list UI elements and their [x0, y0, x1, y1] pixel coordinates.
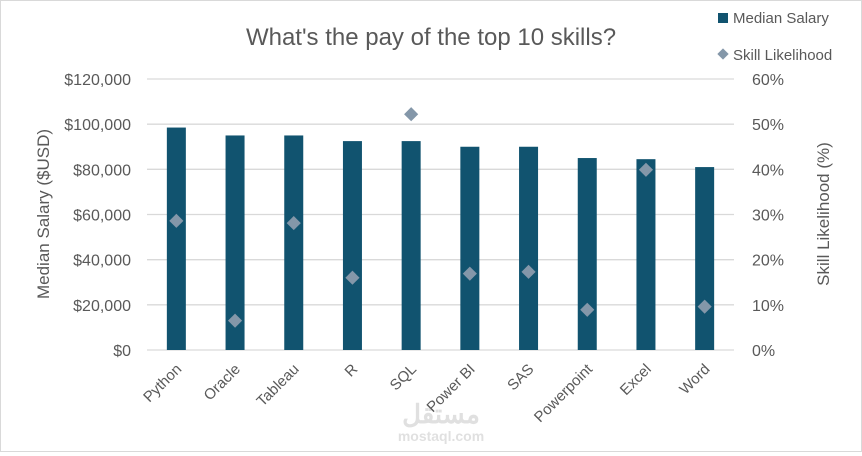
y-axis-label: Median Salary ($USD): [34, 129, 53, 299]
y-tick-label: $0: [113, 343, 131, 360]
watermark-arabic: مستقل: [402, 399, 480, 429]
x-tick-label: SAS: [504, 361, 537, 394]
x-tick-label: Excel: [617, 361, 655, 399]
point-python: [169, 213, 184, 228]
y-tick-label: $100,000: [64, 117, 131, 134]
point-r: [345, 270, 360, 285]
y2-tick-label: 50%: [752, 117, 784, 134]
bar-r: [342, 141, 362, 350]
watermark-latin: mostaql.com: [398, 428, 484, 444]
legend: Median Salary Skill Likelihood: [717, 10, 832, 64]
bar-powerpoint: [577, 158, 597, 350]
chart-title: What's the pay of the top 10 skills?: [246, 24, 616, 51]
legend-marker-skill-likelihood: [717, 48, 729, 60]
bar-sql: [401, 141, 421, 350]
x-tick-label: Tableau: [253, 361, 302, 410]
bar-word: [695, 167, 715, 350]
point-excel: [638, 162, 654, 177]
y-tick-label: $20,000: [73, 298, 131, 315]
y2-tick-label: 10%: [752, 298, 784, 315]
point-sql: [404, 107, 419, 122]
point-sas: [521, 264, 536, 279]
x-tick-label: Oracle: [201, 361, 244, 404]
y2-tick-label: 20%: [752, 253, 784, 270]
y-tick-label: $40,000: [73, 253, 131, 270]
y-tick-label: $120,000: [64, 72, 131, 89]
x-tick-label: Word: [676, 361, 713, 398]
x-tick-label: R: [342, 361, 362, 381]
point-tableau: [286, 216, 301, 231]
bar-tableau: [284, 135, 304, 350]
y2-tick-label: 40%: [752, 162, 784, 179]
bar-excel: [636, 159, 656, 350]
x-tick-label: Powerpoint: [531, 360, 597, 426]
y2-tick-label: 30%: [752, 208, 784, 225]
bar-sas: [519, 146, 539, 350]
watermark: مستقل mostaql.com: [398, 399, 484, 444]
y-tick-label: $80,000: [73, 162, 131, 179]
point-oracle: [227, 313, 243, 328]
y-tick-label: $60,000: [73, 208, 131, 225]
x-tick-label: Python: [140, 361, 185, 406]
point-word: [697, 299, 712, 314]
point-power-bi: [462, 266, 477, 281]
y2-axis-label: Skill Likelihood (%): [814, 142, 833, 286]
bar-power-bi: [460, 146, 480, 350]
bar-oracle: [225, 135, 245, 350]
y2-tick-label: 0%: [752, 343, 775, 360]
legend-label-skill-likelihood: Skill Likelihood: [733, 47, 832, 64]
bar-python: [166, 127, 186, 350]
point-powerpoint: [580, 302, 595, 317]
x-tick-label: SQL: [387, 361, 420, 394]
y2-tick-label: 60%: [752, 72, 784, 89]
legend-swatch-median-salary: [718, 13, 728, 23]
legend-label-median-salary: Median Salary: [733, 10, 829, 27]
